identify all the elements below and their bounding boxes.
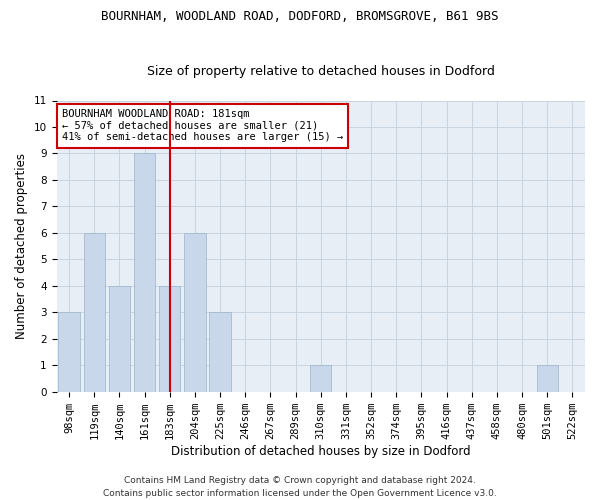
Bar [109,286,130,392]
Title: Size of property relative to detached houses in Dodford: Size of property relative to detached ho… [147,66,495,78]
Bar [184,233,206,392]
Bar [58,312,80,392]
Bar [159,286,181,392]
Bar [134,154,155,392]
Text: BOURNHAM WOODLAND ROAD: 181sqm
← 57% of detached houses are smaller (21)
41% of : BOURNHAM WOODLAND ROAD: 181sqm ← 57% of … [62,109,343,142]
Text: BOURNHAM, WOODLAND ROAD, DODFORD, BROMSGROVE, B61 9BS: BOURNHAM, WOODLAND ROAD, DODFORD, BROMSG… [101,10,499,23]
Bar [310,365,331,392]
Bar [209,312,231,392]
Bar [83,233,105,392]
X-axis label: Distribution of detached houses by size in Dodford: Distribution of detached houses by size … [171,444,470,458]
Y-axis label: Number of detached properties: Number of detached properties [15,153,28,339]
Bar [536,365,558,392]
Text: Contains HM Land Registry data © Crown copyright and database right 2024.
Contai: Contains HM Land Registry data © Crown c… [103,476,497,498]
